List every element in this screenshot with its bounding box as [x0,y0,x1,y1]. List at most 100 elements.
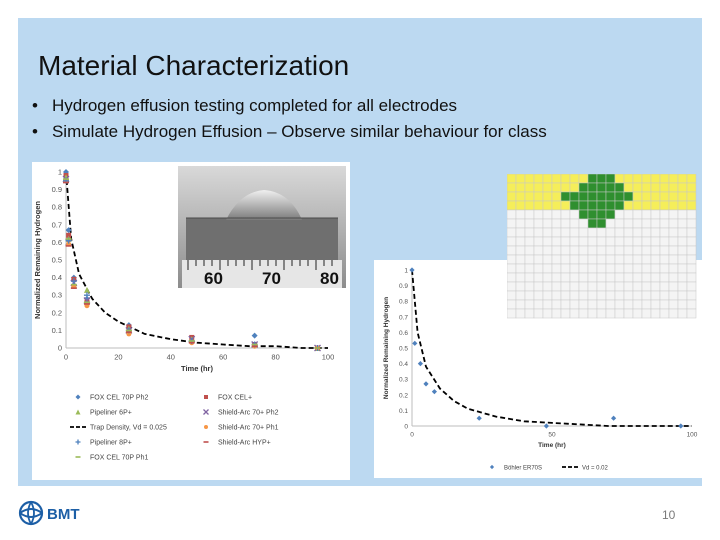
grid-cell [686,281,697,292]
grid-cell [659,191,670,202]
bmt-logo: BMT [16,496,96,530]
grid-cell [596,245,607,256]
grid-cell [614,182,625,193]
legend-label: Böhler ER70S [504,466,542,472]
grid-cell [596,281,607,292]
grid-cell [506,236,517,247]
x-tick-label: 100 [687,432,698,439]
grid-cell [614,236,625,247]
grid-cell [533,245,544,256]
grid-cell [605,308,616,319]
grid-cell [677,299,688,310]
grid-cell [515,191,526,202]
data-point [611,415,617,421]
grid-cell [560,263,571,274]
grid-cell [569,308,580,319]
grid-cell [605,290,616,301]
grid-cell [578,245,589,256]
grid-cell [560,200,571,211]
grid-cell [560,281,571,292]
grid-cell [551,308,562,319]
grid-cell [650,263,661,274]
grid-cell [542,281,553,292]
grid-cell [506,290,517,301]
grid-cell [515,200,526,211]
grid-cell [578,290,589,301]
grid-cell [533,263,544,274]
grid-cell [533,191,544,202]
grid-cell [587,272,598,283]
grid-cell [605,299,616,310]
grid-cell [596,173,607,184]
grid-cell [650,254,661,265]
grid-cell [632,191,643,202]
grid-cell [542,308,553,319]
y-tick-label: 0.6 [399,330,408,337]
grid-cell [587,200,598,211]
legend-label: FOX CEL+ [218,395,252,402]
grid-cell [641,182,652,193]
grid-cell [677,173,688,184]
grid-cell [524,218,535,229]
y-tick-label: 0.5 [399,346,408,353]
grid-cell [659,182,670,193]
legend-label: FOX CEL 70P Ph1 [90,455,148,462]
grid-cell [542,236,553,247]
grid-cell [596,200,607,211]
grid-cell [551,173,562,184]
grid-cell [551,227,562,238]
bullet-list: Hydrogen effusion testing completed for … [32,96,547,148]
grid-cell [569,299,580,310]
grid-cell [596,227,607,238]
grid-cell [659,281,670,292]
grid-cell [650,308,661,319]
grid-cell [641,245,652,256]
grid-cell [632,245,643,256]
ruler-label: 70 [262,269,281,288]
grid-cell [578,263,589,274]
y-tick-label: 0.5 [52,256,62,265]
grid-cell [506,281,517,292]
grid-cell [569,254,580,265]
grid-cell [605,209,616,220]
grid-cell [668,236,679,247]
grid-cell [569,191,580,202]
grid-cell [596,290,607,301]
grid-cell [686,263,697,274]
grid-cell [551,245,562,256]
grid-cell [632,209,643,220]
grid-cell [605,200,616,211]
grid-cell [668,254,679,265]
grid-cell [632,308,643,319]
grid-cell [614,227,625,238]
y-tick-label: 0.1 [52,326,62,335]
legend-swatch [75,439,81,445]
logo-text: BMT [47,506,80,523]
grid-cell [533,308,544,319]
grid-cell [614,218,625,229]
grid-cell [542,182,553,193]
grid-cell [632,290,643,301]
grid-cell [524,236,535,247]
grid-cell [668,263,679,274]
y-tick-label: 0.2 [399,392,408,399]
grid-cell [515,245,526,256]
grid-cell [641,209,652,220]
legend-label: Shield-Arc HYP+ [218,440,271,447]
grid-cell [596,263,607,274]
grid-cell [587,227,598,238]
grid-cell [659,218,670,229]
legend-swatch [489,464,495,470]
grid-cell [551,290,562,301]
grid-cell [506,299,517,310]
data-point [423,381,429,387]
grid-cell [569,290,580,301]
grid-cell [623,218,634,229]
grid-cell [542,218,553,229]
grid-cell [641,281,652,292]
grid-cell [506,173,517,184]
grid-cell [623,290,634,301]
grid-cell [560,191,571,202]
grid-cell [506,263,517,274]
grid-cell [542,227,553,238]
